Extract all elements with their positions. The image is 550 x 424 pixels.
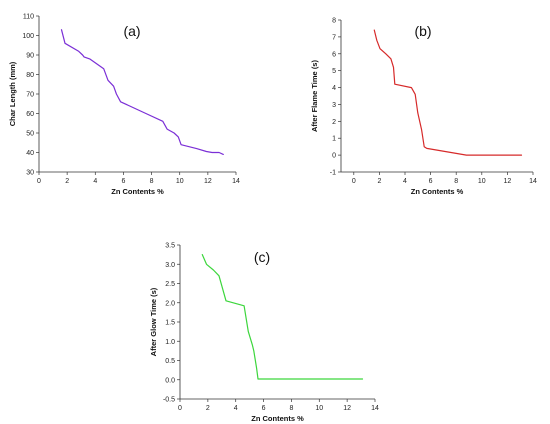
panel-label-c: (c) (254, 249, 270, 265)
series-line-a-0 (60, 29, 224, 155)
x-tick-label: 0 (178, 405, 182, 412)
x-tick-label: 14 (371, 405, 379, 412)
panel-label-b: (b) (414, 23, 431, 39)
x-tick-label: 0 (352, 178, 356, 185)
y-tick-label: 3.0 (165, 262, 175, 269)
x-tick-label: 4 (234, 405, 238, 412)
y-tick-label: 0.5 (165, 358, 175, 365)
y-tick-label: 6 (332, 51, 336, 58)
y-axis-title: Char Length (mm) (8, 61, 17, 126)
x-tick-label: 6 (262, 405, 266, 412)
x-tick-label: 6 (429, 178, 433, 185)
y-tick-label: 0 (332, 153, 336, 160)
y-tick-label: 3.5 (165, 243, 175, 250)
x-tick-label: 8 (150, 178, 154, 185)
y-tick-label: 5 (332, 68, 336, 75)
series-line-c-0 (201, 254, 364, 380)
y-tick-label: 1 (332, 136, 336, 143)
x-tick-label: 0 (37, 178, 41, 185)
x-tick-label: 2 (206, 405, 210, 412)
x-tick-label: 2 (377, 178, 381, 185)
x-tick-label: 10 (478, 178, 486, 185)
panel-label-a: (a) (123, 23, 140, 39)
y-tick-label: 40 (26, 150, 34, 157)
x-tick-label: 12 (343, 405, 351, 412)
x-tick-label: 2 (65, 178, 69, 185)
x-tick-label: 12 (504, 178, 512, 185)
x-tick-label: 10 (176, 178, 184, 185)
series-line-b-0 (373, 29, 523, 156)
y-tick-label: 2 (332, 119, 336, 126)
chart-panel-c: 0 2 4 6 8 10 12 14 -0.5 0.0 0.5 1.0 1.5 2.0 2.5 3.0 3.5 Z… (149, 243, 379, 424)
x-tick-label: 4 (403, 178, 407, 185)
y-tick-label: 70 (26, 92, 34, 99)
x-tick-label: 6 (121, 178, 125, 185)
x-tick-label: 10 (315, 405, 323, 412)
y-tick-label: 80 (26, 72, 34, 79)
x-tick-label: 8 (454, 178, 458, 185)
y-axis-title: After Glow Time (s) (149, 287, 158, 356)
y-tick-label: 1.5 (165, 320, 175, 327)
y-tick-label: 60 (26, 111, 34, 118)
y-tick-label: 2.0 (165, 300, 175, 307)
chart-panel-a: 0 2 4 6 8 10 12 14 30 40 50 60 70 80 90 100 110 Zn Conten… (8, 14, 240, 197)
y-tick-label: 110 (23, 14, 34, 21)
x-axis-title: Zn Contents % (411, 187, 464, 196)
y-tick-label: 8 (332, 18, 336, 25)
y-tick-label: 2.5 (165, 281, 175, 288)
y-axis-title: After Flame Time (s) (310, 60, 319, 132)
y-tick-label: 90 (26, 53, 34, 60)
x-tick-label: 14 (529, 178, 537, 185)
y-tick-label: -1 (330, 170, 336, 177)
x-tick-label: 14 (232, 178, 240, 185)
y-tick-label: 100 (22, 33, 34, 40)
x-tick-label: 12 (204, 178, 212, 185)
y-tick-label: -0.5 (163, 397, 175, 404)
y-tick-label: 3 (332, 102, 336, 109)
x-tick-label: 8 (289, 405, 293, 412)
y-tick-label: 0.0 (165, 377, 175, 384)
y-tick-label: 50 (26, 131, 34, 138)
x-axis-title: Zn Contents % (111, 187, 164, 196)
y-tick-label: 7 (332, 34, 336, 41)
x-tick-label: 4 (93, 178, 97, 185)
y-tick-label: 4 (332, 85, 336, 92)
y-tick-label: 1.0 (165, 339, 175, 346)
x-axis-title: Zn Contents % (251, 414, 304, 423)
y-tick-label: 30 (26, 170, 34, 177)
